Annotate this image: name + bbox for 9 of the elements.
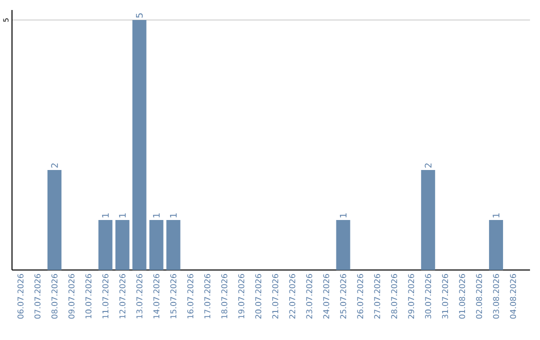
data-label: 1 xyxy=(102,213,109,218)
data-label: 2 xyxy=(51,163,58,168)
data-label: 2 xyxy=(424,163,432,168)
data-label: 1 xyxy=(340,213,346,218)
data-label: 1 xyxy=(170,213,177,218)
data-label: 1 xyxy=(119,213,126,218)
data-label: 5 xyxy=(136,13,143,18)
data-label: 1 xyxy=(492,213,500,218)
data-label: 1 xyxy=(153,213,160,218)
